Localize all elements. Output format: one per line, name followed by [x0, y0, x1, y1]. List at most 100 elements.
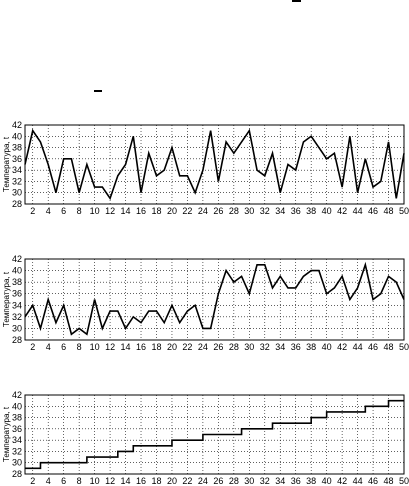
x-tick-label: 40 [322, 342, 332, 352]
x-tick-label: 42 [337, 342, 347, 352]
x-tick-label: 26 [213, 206, 223, 216]
x-tick-label: 40 [322, 206, 332, 216]
x-tick-label: 20 [167, 342, 177, 352]
x-tick-label: 16 [136, 476, 146, 486]
y-tick-label: 38 [12, 143, 22, 153]
y-tick-label: 34 [12, 435, 22, 445]
y-tick-label: 32 [12, 446, 22, 456]
y-axis-title: Температура, t [2, 271, 11, 327]
x-tick-label: 14 [121, 342, 131, 352]
x-tick-label: 6 [61, 342, 66, 352]
x-tick-label: 38 [306, 206, 316, 216]
plot-frame [24, 258, 405, 341]
y-tick-label: 36 [12, 424, 22, 434]
x-tick-label: 2 [30, 342, 35, 352]
y-tick-label: 42 [12, 120, 22, 130]
x-tick-label: 22 [182, 342, 192, 352]
x-tick-label: 12 [105, 342, 115, 352]
x-tick-label: 4 [46, 206, 51, 216]
x-tick-label: 44 [353, 206, 363, 216]
x-tick-label: 22 [182, 206, 192, 216]
header-mark-top [292, 0, 301, 2]
y-tick-label: 36 [12, 154, 22, 164]
x-tick-label: 20 [167, 206, 177, 216]
x-tick-label: 34 [275, 206, 285, 216]
x-tick-label: 4 [46, 342, 51, 352]
x-tick-label: 44 [353, 342, 363, 352]
x-tick-label: 38 [306, 476, 316, 486]
x-tick-label: 28 [229, 342, 239, 352]
plot-frame [24, 124, 405, 205]
y-tick-label: 42 [12, 254, 22, 264]
x-tick-label: 6 [61, 206, 66, 216]
y-tick-label: 28 [12, 335, 22, 345]
x-tick-label: 8 [77, 342, 82, 352]
x-tick-label: 10 [90, 206, 100, 216]
x-tick-label: 30 [244, 476, 254, 486]
x-tick-label: 12 [105, 476, 115, 486]
y-tick-label: 32 [12, 312, 22, 322]
y-tick-label: 40 [12, 401, 22, 411]
x-tick-label: 20 [167, 476, 177, 486]
series-line [25, 399, 404, 470]
x-tick-label: 30 [244, 206, 254, 216]
x-tick-label: 32 [260, 476, 270, 486]
y-tick-label: 36 [12, 289, 22, 299]
x-tick-label: 18 [151, 476, 161, 486]
series-line [24, 261, 405, 336]
y-axis-title: Температура, t [2, 406, 11, 462]
x-tick-label: 10 [90, 342, 100, 352]
x-tick-label: 36 [291, 206, 301, 216]
x-tick-label: 34 [275, 476, 285, 486]
x-tick-label: 32 [260, 206, 270, 216]
y-tick-label: 28 [12, 469, 22, 479]
x-tick-label: 2 [30, 206, 35, 216]
x-tick-label: 28 [229, 476, 239, 486]
x-tick-label: 34 [275, 342, 285, 352]
x-tick-label: 44 [353, 476, 363, 486]
y-tick-label: 42 [12, 390, 22, 400]
x-tick-label: 10 [90, 476, 100, 486]
x-tick-label: 16 [136, 342, 146, 352]
x-tick-label: 18 [151, 342, 161, 352]
header-mark-bottom [94, 90, 102, 92]
x-tick-label: 8 [77, 476, 82, 486]
x-tick-label: 42 [337, 206, 347, 216]
series-line [24, 128, 405, 201]
y-tick-label: 34 [12, 165, 22, 175]
x-tick-label: 28 [229, 206, 239, 216]
x-tick-label: 12 [105, 206, 115, 216]
x-tick-label: 40 [322, 476, 332, 486]
x-tick-label: 46 [368, 342, 378, 352]
x-tick-label: 14 [121, 206, 131, 216]
x-tick-label: 24 [198, 342, 208, 352]
x-tick-label: 50 [399, 476, 409, 486]
x-tick-label: 18 [151, 206, 161, 216]
x-tick-label: 2 [30, 476, 35, 486]
x-tick-label: 26 [213, 476, 223, 486]
y-tick-label: 40 [12, 131, 22, 141]
x-tick-label: 50 [399, 342, 409, 352]
y-tick-label: 32 [12, 176, 22, 186]
x-tick-label: 50 [399, 206, 409, 216]
x-tick-label: 14 [121, 476, 131, 486]
x-tick-label: 22 [182, 476, 192, 486]
x-tick-label: 48 [384, 342, 394, 352]
y-tick-label: 28 [12, 199, 22, 209]
x-tick-label: 4 [46, 476, 51, 486]
x-tick-label: 46 [368, 206, 378, 216]
x-tick-label: 8 [77, 206, 82, 216]
x-tick-label: 24 [198, 476, 208, 486]
x-tick-label: 6 [61, 476, 66, 486]
x-tick-label: 24 [198, 206, 208, 216]
y-axis-title: Температура, t [2, 136, 11, 192]
x-tick-label: 48 [384, 476, 394, 486]
x-tick-label: 16 [136, 206, 146, 216]
x-tick-label: 30 [244, 342, 254, 352]
y-tick-label: 38 [12, 413, 22, 423]
x-tick-label: 48 [384, 206, 394, 216]
